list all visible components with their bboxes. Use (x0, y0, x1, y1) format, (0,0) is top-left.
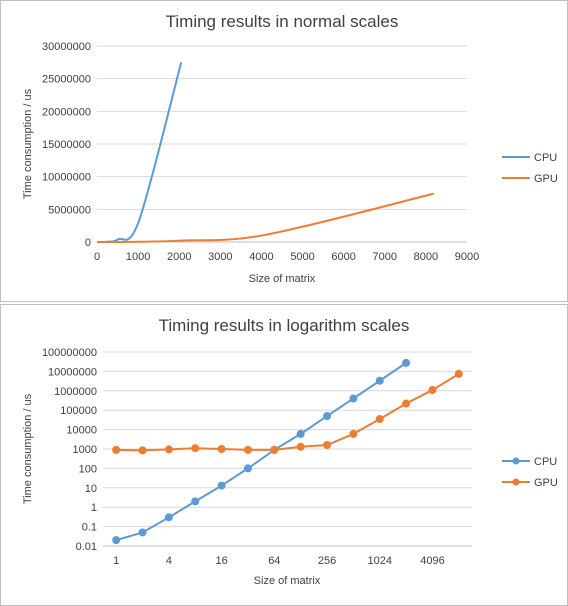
data-point-gpu (323, 441, 332, 450)
data-point-gpu (112, 445, 121, 454)
data-point-gpu (270, 445, 279, 454)
y-tick-label: 1000000 (54, 386, 97, 398)
data-point-cpu (191, 497, 200, 506)
data-point-cpu (349, 394, 358, 403)
legend-label-gpu: GPU (534, 477, 558, 489)
data-point-cpu (112, 536, 121, 545)
y-tick-label: 0.01 (76, 541, 97, 553)
chart-panel-log (0, 304, 568, 606)
x-tick-label: 1 (113, 555, 119, 567)
data-point-cpu (243, 464, 252, 473)
legend-marker-cpu (512, 457, 520, 465)
data-point-cpu (402, 358, 411, 367)
y-tick-label: 10000000 (48, 366, 97, 378)
x-tick-label: 8000 (414, 251, 438, 263)
legend-label-gpu: GPU (534, 173, 558, 185)
data-point-cpu (217, 481, 226, 490)
series-line-cpu (115, 362, 407, 542)
data-point-gpu (243, 445, 252, 454)
chart-title-log: Timing results in logarithm scales (159, 316, 410, 335)
x-tick-label: 0 (94, 251, 100, 263)
x-tick-label: 1024 (368, 555, 392, 567)
x-tick-label: 4000 (249, 251, 273, 263)
x-tick-label: 2000 (167, 251, 191, 263)
x-tick-label: 7000 (373, 251, 397, 263)
y-tick-label: 100 (79, 463, 97, 475)
data-point-gpu (402, 399, 411, 408)
data-point-gpu (191, 444, 200, 453)
chart-panel-normal (0, 0, 568, 302)
chart-title-normal: Timing results in normal scales (166, 12, 399, 31)
x-tick-label: 1000 (126, 251, 150, 263)
y-axis-title-log: Time consumption / us (22, 393, 34, 504)
x-tick-label: 16 (215, 555, 227, 567)
data-point-cpu (164, 513, 173, 522)
x-tick-label: 6000 (331, 251, 355, 263)
data-point-cpu (138, 528, 147, 537)
y-tick-label: 10000000 (42, 172, 91, 184)
data-point-cpu (323, 412, 332, 421)
data-point-cpu (296, 429, 305, 438)
x-tick-label: 4 (166, 555, 172, 567)
legend-label-cpu: CPU (534, 152, 557, 164)
x-axis-title-log: Size of matrix (254, 575, 321, 587)
data-point-gpu (375, 415, 384, 424)
legend-label-cpu: CPU (534, 456, 557, 468)
x-tick-label: 256 (318, 555, 336, 567)
data-point-gpu (349, 429, 358, 438)
data-point-cpu (375, 376, 384, 385)
legend-marker-gpu (512, 478, 520, 486)
data-point-gpu (138, 446, 147, 455)
y-tick-label: 100000000 (42, 347, 97, 359)
y-tick-label: 1 (91, 502, 97, 514)
y-tick-label: 0 (85, 237, 91, 249)
normal-scale-chart: Timing results in normal scales Size of … (0, 0, 568, 302)
x-tick-label: 9000 (455, 251, 479, 263)
x-tick-label: 4096 (420, 555, 444, 567)
x-axis-title-normal: Size of matrix (249, 273, 316, 285)
y-tick-label: 5000000 (48, 204, 91, 216)
y-tick-label: 20000000 (42, 106, 91, 118)
y-tick-label: 10000 (66, 425, 97, 437)
y-tick-label: 25000000 (42, 74, 91, 86)
x-tick-label: 3000 (208, 251, 232, 263)
y-tick-label: 100000 (60, 405, 97, 417)
series-line-gpu (96, 192, 435, 243)
data-point-gpu (454, 369, 463, 378)
y-tick-label: 10 (85, 483, 97, 495)
data-point-gpu (296, 442, 305, 451)
y-tick-label: 1000 (73, 444, 97, 456)
y-tick-label: 0.1 (82, 522, 97, 534)
y-tick-label: 30000000 (42, 41, 91, 53)
log-scale-chart: Timing results in logarithm scales Size … (0, 304, 568, 606)
x-tick-label: 64 (268, 555, 280, 567)
y-axis-title-normal: Time consumption / us (22, 88, 34, 199)
y-tick-label: 15000000 (42, 139, 91, 151)
data-point-gpu (164, 445, 173, 454)
x-tick-label: 5000 (290, 251, 314, 263)
series-line-gpu (116, 373, 460, 452)
data-point-gpu (217, 445, 226, 453)
data-point-gpu (428, 385, 437, 394)
